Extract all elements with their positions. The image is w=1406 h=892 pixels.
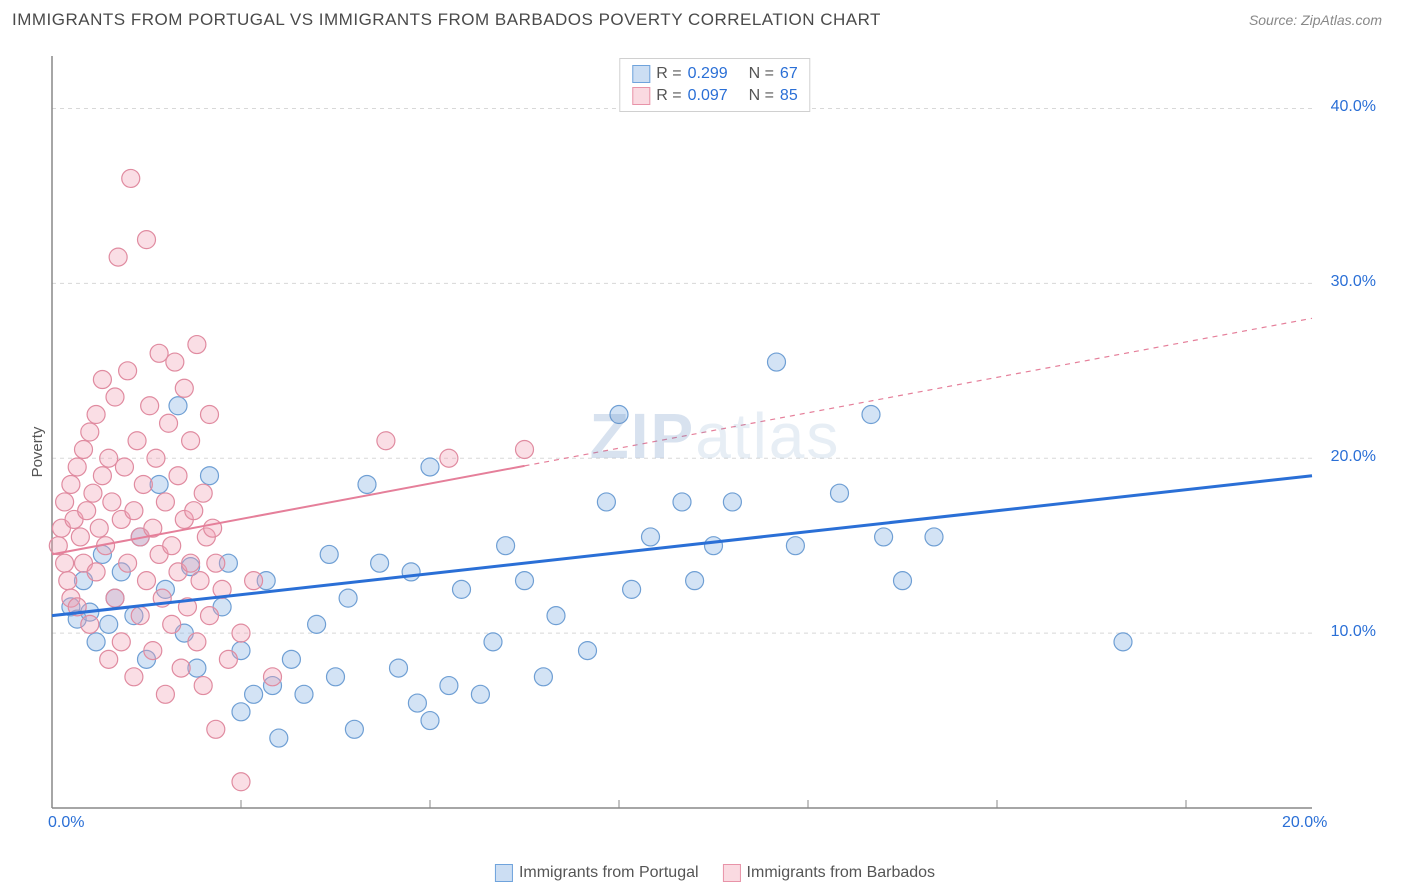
swatch-portugal-icon	[495, 864, 513, 882]
source-attribution: Source: ZipAtlas.com	[1249, 12, 1382, 28]
legend-item-barbados: Immigrants from Barbados	[723, 864, 936, 882]
swatch-barbados-icon	[632, 87, 650, 105]
r-value-barbados: 0.097	[688, 85, 728, 107]
y-tick-label: 40.0%	[1331, 98, 1376, 116]
y-tick-label: 10.0%	[1331, 623, 1376, 641]
scatter-chart	[48, 52, 1382, 812]
n-value-barbados: 85	[780, 85, 798, 107]
legend-row-barbados: R = 0.097 N = 85	[632, 85, 797, 107]
swatch-barbados-icon	[723, 864, 741, 882]
r-value-portugal: 0.299	[688, 63, 728, 85]
series-legend: Immigrants from Portugal Immigrants from…	[495, 864, 935, 882]
legend-item-portugal: Immigrants from Portugal	[495, 864, 699, 882]
correlation-legend: R = 0.299 N = 67 R = 0.097 N = 85	[619, 58, 810, 112]
x-tick-label: 20.0%	[1282, 814, 1327, 832]
x-tick-label: 0.0%	[48, 814, 84, 832]
swatch-portugal-icon	[632, 65, 650, 83]
n-value-portugal: 67	[780, 63, 798, 85]
y-axis-label: Poverty	[29, 427, 46, 478]
y-tick-label: 30.0%	[1331, 273, 1376, 291]
y-tick-label: 20.0%	[1331, 448, 1376, 466]
chart-container: Poverty ZIPatlas R = 0.299 N = 67 R = 0.…	[48, 52, 1382, 852]
legend-row-portugal: R = 0.299 N = 67	[632, 63, 797, 85]
chart-title: IMMIGRANTS FROM PORTUGAL VS IMMIGRANTS F…	[12, 10, 881, 30]
